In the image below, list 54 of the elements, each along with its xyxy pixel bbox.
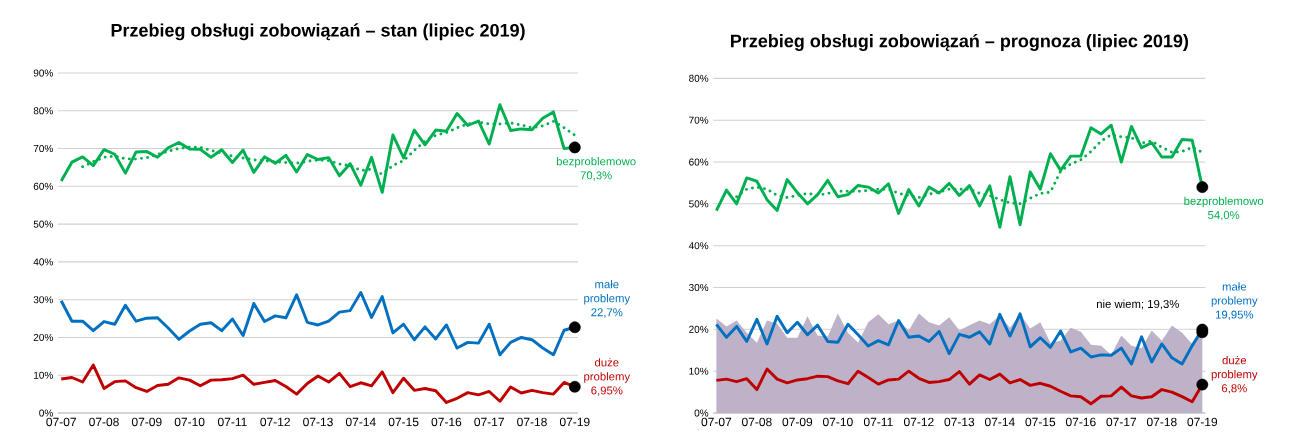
y-tick-label: 70% [689,116,709,124]
x-tick-label: 07-11 [863,417,893,427]
x-tick-label: 07-17 [474,417,504,427]
chart-title: Przebieg obsługi zobowiązań – stan (lipiec 2019) [111,23,525,41]
y-tick-label: 50% [33,220,53,228]
y-tick-label: 20% [689,325,709,333]
y-tick-label: 60% [689,158,709,166]
y-tick-label: 60% [33,182,53,190]
y-tick-label: 50% [689,200,709,208]
annotation: bezproblemowo 54,0% [1184,196,1264,221]
y-tick-label: 40% [33,258,53,266]
annotation: małe problemy 22,7% [584,279,631,318]
x-tick-label: 07-19 [1187,417,1218,427]
x-tick-label: 07-08 [89,417,119,427]
x-tick-label: 07-14 [345,417,376,427]
x-tick-label: 07-18 [1146,417,1177,427]
y-tick-label: 10% [689,367,709,375]
x-tick-label: 07-15 [1025,417,1056,427]
x-tick-label: 07-13 [944,417,975,427]
annotation: duże problemy 6,8% [1211,355,1258,394]
y-tick-label: 80% [33,107,53,115]
y-tick-label: 30% [688,283,709,292]
y-tick-label: 0% [694,409,709,417]
x-tick-label: 07-12 [260,417,290,427]
x-tick-label: 07-17 [1106,417,1137,427]
y-tick-label: 70% [33,145,53,153]
x-tick-label: 07-16 [431,417,462,427]
y-tick-label: 0% [39,409,53,417]
x-tick-label: 07-16 [1065,417,1096,427]
x-tick-label: 07-08 [741,417,772,427]
x-tick-label: 07-18 [517,417,547,427]
y-tick-label: 80% [689,74,709,82]
annotation: duże problemy 6,95% [584,358,631,396]
y-tick-label: 40% [688,242,709,250]
x-tick-label: 07-11 [217,417,247,427]
x-tick-label: 07-10 [822,417,853,427]
annotation: bezproblemowo 70,3% [556,157,636,181]
x-tick-label: 07-14 [984,417,1015,427]
y-tick-label: 20% [33,333,53,341]
x-tick-label: 07-13 [303,417,333,427]
x-tick-label: 07-07 [46,417,76,427]
chart-title: Przebieg obsługi zobowiązań – prognoza (lipiec 2019) [731,33,1189,51]
y-tick-label: 30% [33,296,53,304]
x-tick-label: 07-12 [903,417,934,427]
x-tick-label: 07-07 [701,417,732,427]
annotation: małe problemy 19,95% [1211,282,1258,320]
x-tick-label: 07-09 [782,417,813,427]
x-tick-label: 07-19 [559,417,590,427]
x-tick-label: 07-15 [388,417,419,427]
y-tick-label: 10% [34,371,53,379]
y-tick-label: 90% [33,69,53,77]
x-tick-label: 07-10 [174,417,205,427]
annotation: nie wiem; 19,3% [1096,299,1179,310]
x-tick-label: 07-09 [131,417,162,427]
